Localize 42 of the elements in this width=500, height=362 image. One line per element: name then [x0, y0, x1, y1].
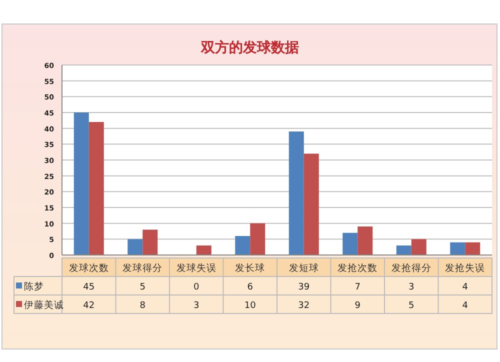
bar — [196, 246, 212, 255]
bar — [465, 242, 480, 255]
x-tick-label: 发长球 — [235, 262, 266, 274]
data-label: 7 — [354, 282, 360, 292]
bar — [288, 132, 304, 255]
data-label: 5 — [140, 282, 146, 292]
bar — [142, 230, 158, 255]
data-label: 32 — [298, 301, 310, 311]
bar — [250, 223, 266, 255]
bar — [235, 236, 250, 255]
data-label: 4 — [462, 282, 468, 292]
bar — [128, 239, 143, 255]
x-tick-label: 发球得分 — [122, 262, 163, 274]
legend-label: 伊藤美诚 — [24, 299, 64, 311]
data-label: 9 — [354, 301, 361, 311]
data-label: 3 — [194, 301, 200, 311]
bar — [74, 112, 89, 255]
data-label: 3 — [408, 282, 414, 292]
bar — [396, 246, 412, 255]
x-tick-label: 发抢失误 — [445, 262, 486, 274]
legend-label: 陈梦 — [24, 280, 44, 292]
bar — [304, 154, 319, 255]
bar — [88, 122, 104, 255]
x-tick-label: 发球次数 — [68, 262, 109, 274]
bar — [358, 226, 373, 255]
bar — [411, 239, 426, 255]
bar — [342, 232, 358, 255]
data-label: 0 — [194, 282, 200, 292]
data-label: 10 — [244, 301, 256, 311]
data-label: 8 — [140, 301, 146, 311]
data-label: 42 — [83, 301, 95, 311]
x-tick-label: 发抢次数 — [338, 262, 378, 274]
data-label: 5 — [408, 301, 414, 311]
x-tick-label: 发短球 — [288, 262, 319, 274]
data-label: 39 — [298, 282, 310, 292]
data-label: 45 — [83, 282, 95, 292]
bar — [450, 242, 466, 255]
chart-title: 双方的发球数据 — [200, 39, 299, 56]
data-label: 6 — [247, 282, 254, 292]
data-label: 4 — [462, 301, 468, 311]
x-tick-label: 发球失误 — [176, 262, 216, 274]
x-tick-label: 发抢得分 — [391, 262, 432, 274]
